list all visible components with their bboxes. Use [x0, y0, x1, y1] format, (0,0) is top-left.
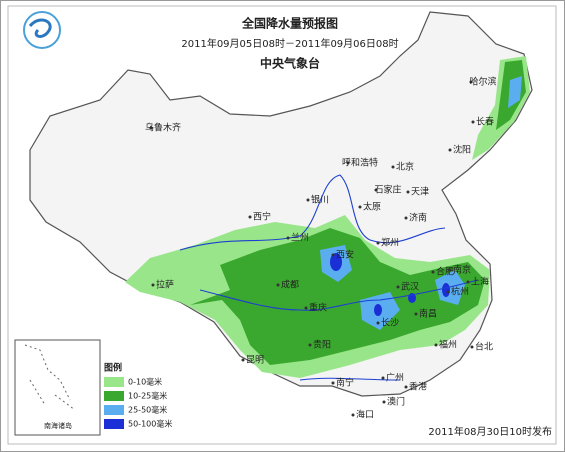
- city-dot: [414, 312, 418, 316]
- rain-50-100: [374, 304, 382, 316]
- city-label: 西安: [336, 249, 354, 261]
- city-label: 郑州: [381, 237, 399, 249]
- city-dot: [331, 381, 335, 385]
- city-label: 海口: [356, 409, 374, 421]
- city-dot: [376, 241, 380, 245]
- legend-swatch: [104, 391, 124, 401]
- city-label: 香港: [409, 381, 427, 393]
- city-label: 福州: [439, 339, 457, 351]
- legend: 0-10毫米 10-25毫米 25-50毫米 50-100毫米: [104, 377, 172, 429]
- city-label: 呼和浩特: [342, 157, 378, 169]
- city-dot: [446, 290, 450, 294]
- city-dot: [448, 148, 452, 152]
- river: [299, 377, 401, 381]
- city-label: 北京: [396, 161, 414, 173]
- rain-50-100: [442, 283, 450, 297]
- legend-swatch: [104, 419, 124, 429]
- city-dot: [308, 343, 312, 347]
- river: [179, 174, 446, 251]
- map-title: 全国降水量预报图: [241, 16, 338, 31]
- city-label: 济南: [409, 212, 427, 224]
- city-dot: [149, 126, 153, 130]
- city-dot: [241, 358, 245, 362]
- legend-label: 0-10毫米: [128, 377, 162, 387]
- agency: 中央气象台: [260, 56, 320, 71]
- city-label: 南昌: [419, 308, 437, 320]
- city-label: 澳门: [387, 396, 405, 408]
- logo: [23, 11, 61, 49]
- city-label: 武汉: [401, 281, 419, 293]
- city-label: 太原: [363, 201, 381, 213]
- rain-25-50: [508, 76, 522, 108]
- city-label: 银川: [311, 194, 329, 206]
- city-label: 重庆: [309, 302, 327, 314]
- city-dot: [469, 80, 473, 84]
- rain-50-100: [330, 253, 342, 271]
- city-label: 长沙: [381, 317, 399, 329]
- city-label: 沈阳: [453, 144, 471, 156]
- city-label: 广州: [386, 372, 404, 384]
- city-label: 拉萨: [156, 279, 174, 291]
- inset-islands: [24, 344, 76, 411]
- city-dot: [151, 283, 155, 287]
- city-label: 合肥: [436, 266, 454, 278]
- city-dot: [434, 343, 438, 347]
- legend-label: 10-25毫米: [128, 391, 167, 401]
- city-label: 长春: [476, 116, 494, 128]
- city-dot: [382, 400, 386, 404]
- city-label: 南京: [453, 264, 471, 276]
- city-dot: [276, 283, 280, 287]
- city-dot: [351, 413, 355, 417]
- city-dot: [404, 385, 408, 389]
- city-label: 昆明: [246, 355, 264, 366]
- city-dot: [396, 285, 400, 289]
- city-dot: [248, 215, 252, 219]
- legend-label: 25-50毫米: [128, 405, 167, 415]
- city-label: 乌鲁木齐: [145, 122, 181, 134]
- publish-time: 2011年08月30日10时发布: [428, 425, 552, 438]
- rain-10-25: [190, 228, 485, 365]
- city-dot: [404, 216, 408, 220]
- legend-label: 50-100毫米: [128, 419, 172, 429]
- city-label: 成都: [281, 279, 299, 291]
- city-label: 台北: [475, 341, 493, 353]
- river: [199, 279, 479, 311]
- inset-box: [14, 339, 101, 436]
- city-dot: [391, 165, 395, 169]
- city-label: 石家庄: [374, 184, 401, 196]
- legend-swatch: [104, 405, 124, 415]
- city-label: 西宁: [253, 211, 271, 223]
- legend-swatch: [104, 377, 124, 387]
- city-dot: [448, 268, 452, 272]
- city-dot: [304, 306, 308, 310]
- inset-label: 南海诸岛: [44, 421, 72, 430]
- city-label: 贵阳: [313, 339, 331, 351]
- city-dot: [466, 280, 470, 284]
- logo-swirl: [28, 18, 52, 38]
- city-dot: [406, 190, 410, 194]
- city-dot: [376, 321, 380, 325]
- city-dot: [374, 188, 378, 192]
- city-label: 杭州: [451, 286, 469, 298]
- city-dot: [306, 198, 310, 202]
- city-label: 兰州: [291, 232, 309, 244]
- city-label: 天津: [411, 187, 429, 198]
- city-dot: [286, 236, 290, 240]
- city-label: 哈尔滨: [469, 76, 496, 88]
- legend-title: 图例: [104, 362, 122, 374]
- city-dot: [431, 270, 435, 274]
- city-dot: [381, 376, 385, 380]
- city-label: 上海: [471, 276, 489, 288]
- city-dot: [358, 205, 362, 209]
- city-dot: [346, 161, 350, 165]
- city-label: 南宁: [336, 377, 354, 389]
- city-dot: [331, 253, 335, 257]
- city-dot: [470, 345, 474, 349]
- forecast-period: 2011年09月05日08时－2011年09月06日08时: [181, 37, 398, 50]
- city-dot: [471, 120, 475, 124]
- inner-frame: [7, 5, 557, 445]
